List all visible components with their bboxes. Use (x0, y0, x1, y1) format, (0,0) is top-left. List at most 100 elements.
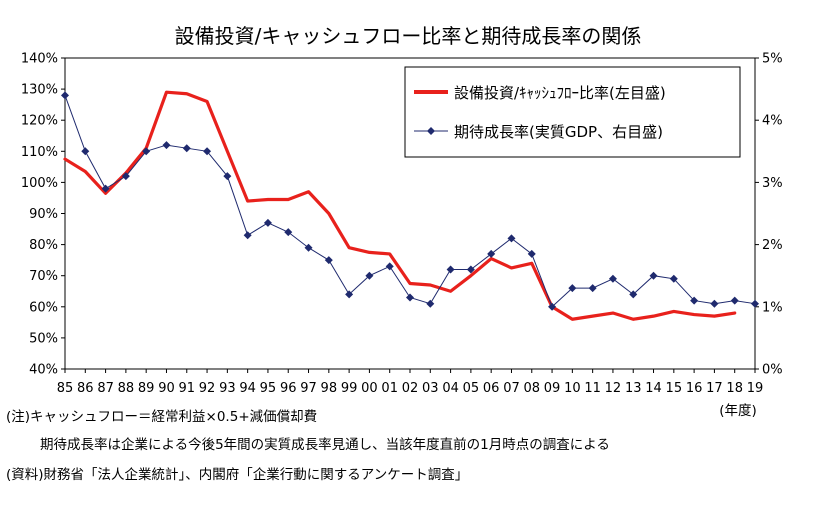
x-axis-tick-label: 18 (726, 381, 743, 396)
left-axis-tick-label: 60% (29, 300, 58, 315)
x-axis-tick-label: 11 (584, 381, 601, 396)
note-cashflow-definition: (注)キャッシュフロー＝経常利益×0.5+減価償却費 (6, 409, 318, 425)
expected-growth-point (284, 228, 293, 237)
expected-growth-point (182, 144, 191, 153)
left-axis-tick-label: 70% (29, 269, 58, 284)
x-axis-tick-label: 07 (503, 381, 520, 396)
expected-growth-point (487, 249, 496, 258)
x-axis-tick-label: 01 (381, 381, 398, 396)
left-axis-tick-label: 90% (29, 207, 58, 222)
expected-growth-point (61, 91, 69, 100)
series-expected-growth (61, 91, 759, 311)
expected-growth-point (263, 218, 272, 227)
expected-growth-point (203, 147, 212, 156)
right-axis: 0% 1% 2% 3% 4% 5% (755, 52, 783, 378)
expected-growth-point (690, 296, 699, 305)
expected-growth-point (223, 172, 232, 181)
expected-growth-point (608, 274, 617, 283)
legend-box (404, 66, 741, 158)
x-axis-tick-label: 15 (666, 381, 683, 396)
expected-growth-point (385, 262, 394, 271)
right-axis-tick-label: 0% (762, 363, 783, 378)
x-axis-tick-label: 96 (280, 381, 297, 396)
note-data-source: (資料)財務省「法人企業統計」、内閣府「企業行動に関するアンケート調査」 (6, 467, 469, 483)
chart-title: 設備投資/キャッシュフロー比率と期待成長率の関係 (175, 24, 642, 48)
expected-growth-point (548, 302, 557, 311)
expected-growth-point (243, 231, 252, 240)
x-axis-tick-label: 86 (77, 381, 94, 396)
x-axis-tick-label: 17 (706, 381, 723, 396)
right-axis-tick-label: 4% (762, 114, 783, 129)
expected-growth-point (507, 234, 516, 243)
x-axis-tick-label: 19 (747, 381, 764, 396)
legend-label-capex-cf: 設備投資/ｷｬｯｼｭﾌﾛｰ比率(左目盛) (454, 84, 666, 102)
expected-growth-point (121, 172, 130, 181)
expected-growth-point (324, 256, 333, 265)
x-axis-tick-label: 02 (402, 381, 419, 396)
expected-growth-point (304, 243, 313, 252)
expected-growth-point (162, 141, 171, 150)
expected-growth-point (101, 184, 110, 193)
expected-growth-point (588, 284, 597, 293)
x-axis-tick-label: 94 (239, 381, 256, 396)
right-axis-tick-label: 2% (762, 238, 783, 253)
legend: 設備投資/ｷｬｯｼｭﾌﾛｰ比率(左目盛) 期待成長率(実質GDP、右目盛) (404, 66, 741, 158)
x-axis-tick-label: 10 (564, 381, 581, 396)
x-axis: 85 86 87 88 89 90 91 92 93 94 95 96 97 98 99 00 01 02 03 04… (57, 369, 764, 396)
series-capex-cf-ratio (63, 90, 737, 321)
x-axis-tick-label: 97 (300, 381, 317, 396)
left-axis-tick-label: 140% (21, 52, 58, 67)
expected-growth-point (406, 293, 414, 302)
x-axis-tick-label: 91 (178, 381, 195, 396)
left-axis-tick-label: 40% (29, 363, 58, 378)
x-axis-tick-label: 95 (260, 381, 277, 396)
expected-growth-point (345, 290, 354, 299)
left-axis-tick-label: 130% (21, 83, 58, 98)
x-axis-tick-label: 05 (463, 381, 480, 396)
left-axis-tick-label: 80% (29, 238, 58, 253)
left-axis-tick-label: 100% (21, 176, 58, 191)
capex-cf-ratio-line (63, 90, 737, 321)
left-axis-tick-label: 50% (29, 331, 58, 346)
right-axis-tick-label: 3% (762, 176, 783, 191)
x-axis-tick-label: 85 (57, 381, 74, 396)
x-axis-unit-label: (年度) (719, 403, 757, 419)
x-axis-tick-label: 12 (605, 381, 622, 396)
expected-growth-point (81, 147, 90, 156)
x-axis-tick-label: 93 (219, 381, 236, 396)
left-axis-tick-label: 120% (21, 114, 58, 129)
expected-growth-point (466, 265, 475, 274)
expected-growth-point (446, 265, 455, 274)
right-axis-tick-label: 5% (762, 52, 783, 67)
x-axis-tick-label: 06 (483, 381, 500, 396)
expected-growth-point (730, 296, 739, 305)
legend-label-expected-growth: 期待成長率(実質GDP、右目盛) (454, 123, 663, 141)
note-expected-growth-definition: 期待成長率は企業による今後5年間の実質成長率見通し、当該年度直前の1月時点の調査… (40, 437, 610, 453)
x-axis-tick-label: 00 (361, 381, 378, 396)
left-axis: 40% 50% 60% 70% 80% 90% 100% 110% 120% 130% 140% (21, 52, 65, 378)
x-axis-tick-label: 08 (523, 381, 540, 396)
expected-growth-point (669, 274, 678, 283)
x-axis-tick-label: 98 (321, 381, 338, 396)
expected-growth-point (365, 271, 374, 280)
expected-growth-point (142, 147, 151, 156)
legend-blue-swatch-marker (427, 127, 435, 135)
expected-growth-point (649, 271, 658, 280)
x-axis-tick-label: 03 (422, 381, 439, 396)
x-axis-tick-label: 88 (118, 381, 135, 396)
x-axis-tick-label: 09 (544, 381, 561, 396)
expected-growth-point (568, 284, 577, 293)
x-axis-tick-label: 90 (158, 381, 175, 396)
expected-growth-point (710, 299, 719, 308)
expected-growth-point (527, 249, 536, 258)
x-axis-tick-label: 89 (138, 381, 155, 396)
expected-growth-point (751, 299, 759, 308)
x-axis-tick-label: 16 (686, 381, 703, 396)
expected-growth-point (426, 299, 435, 308)
right-axis-tick-label: 1% (762, 300, 783, 315)
expected-growth-point (629, 290, 638, 299)
x-axis-tick-label: 92 (199, 381, 216, 396)
x-axis-tick-label: 87 (97, 381, 114, 396)
x-axis-tick-label: 13 (625, 381, 642, 396)
